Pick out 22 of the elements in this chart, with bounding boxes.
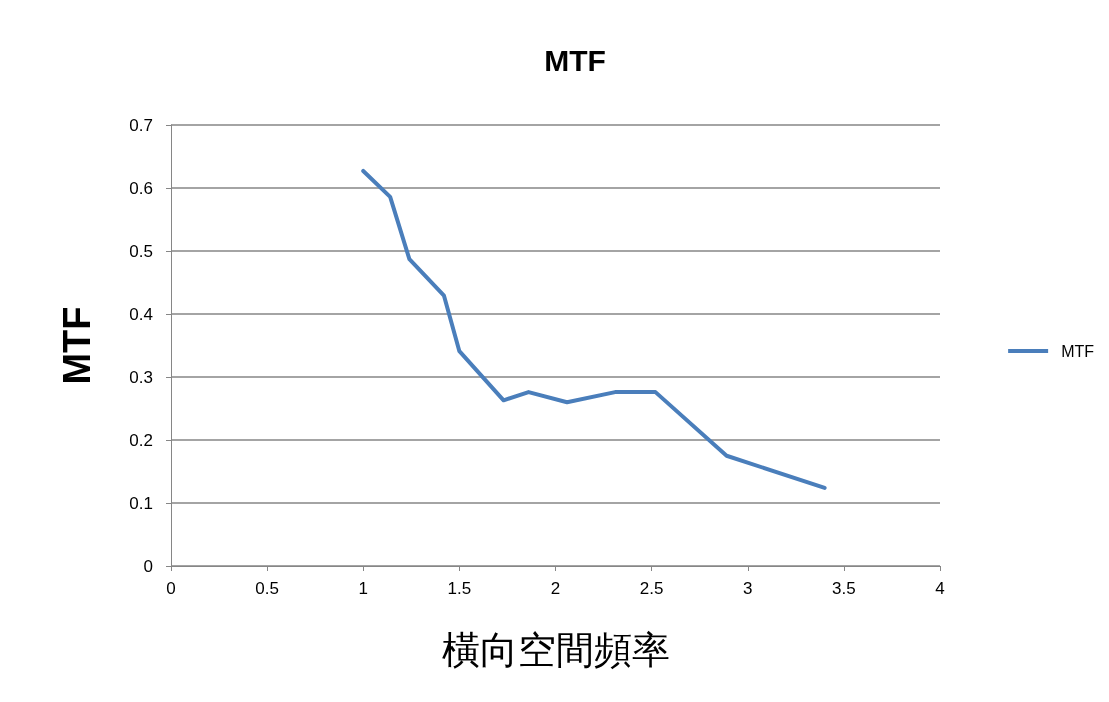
legend-label: MTF <box>1061 342 1095 360</box>
y-tick-label: 0 <box>143 556 153 576</box>
x-tick-label: 2 <box>550 579 561 598</box>
x-tick-label: 0.5 <box>255 579 279 598</box>
y-tick-label: 0.6 <box>129 178 153 198</box>
x-tick-label: 1 <box>358 579 368 598</box>
x-tick-label: 3 <box>743 579 753 598</box>
line-series <box>361 168 827 490</box>
x-axis-title: 橫向空間頻率 <box>441 628 670 672</box>
y-tick-label: 0.2 <box>129 430 153 450</box>
x-tick-label: 2.5 <box>639 579 664 598</box>
y-tick-label: 0.7 <box>129 115 153 135</box>
x-tick-label: 0 <box>166 579 176 598</box>
x-tick-label: 1.5 <box>447 579 472 598</box>
y-tick-label: 0.5 <box>129 241 153 261</box>
x-tick-label: 4 <box>935 579 945 598</box>
chart-title: MTF <box>544 43 606 77</box>
y-tick-label: 0.4 <box>129 304 153 324</box>
y-tick-label: 0.1 <box>129 493 153 513</box>
y-tick-label: 0.3 <box>129 367 153 387</box>
y-axis-title: MTF <box>56 306 98 385</box>
x-tick-label: 3.5 <box>832 579 856 598</box>
